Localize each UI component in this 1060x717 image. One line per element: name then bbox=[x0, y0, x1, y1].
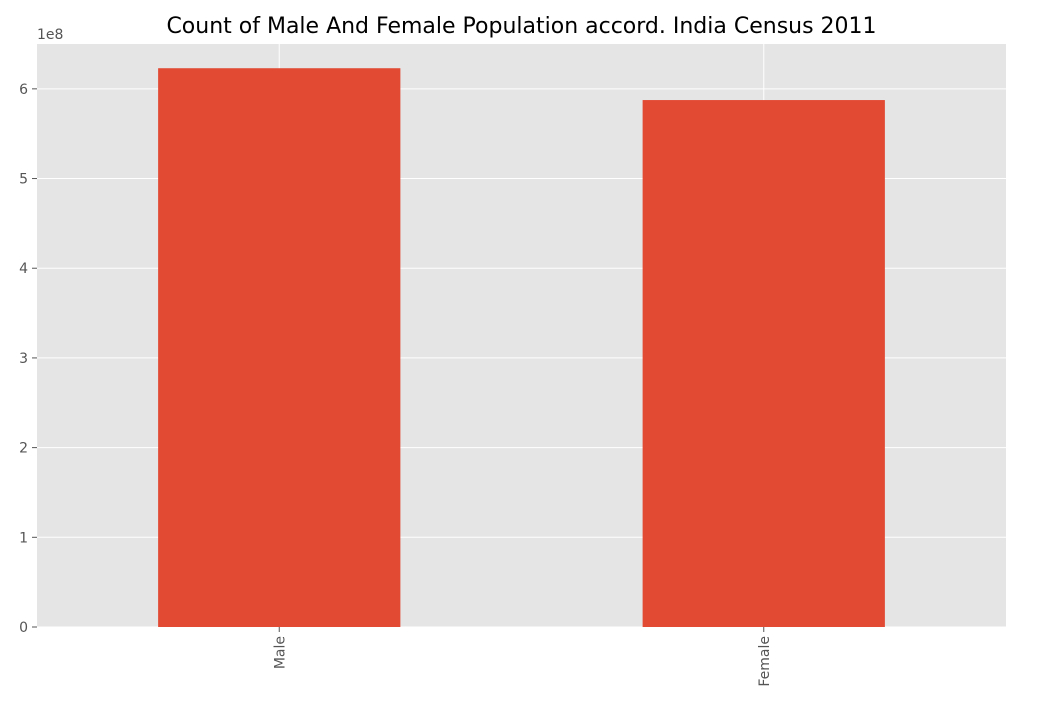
y-tick-label: 2 bbox=[19, 441, 28, 457]
x-tick-label: Male bbox=[272, 636, 288, 669]
y-tick-label: 0 bbox=[19, 620, 28, 636]
chart-title: Count of Male And Female Population acco… bbox=[166, 14, 877, 39]
y-tick-label: 1 bbox=[19, 530, 28, 546]
y-tick-label: 3 bbox=[19, 351, 28, 367]
x-tick-label: Female bbox=[757, 636, 773, 687]
y-tick-label: 5 bbox=[19, 172, 28, 188]
y-tick-label: 6 bbox=[19, 82, 28, 98]
y-tick-label: 4 bbox=[19, 261, 28, 277]
y-offset-label: 1e8 bbox=[37, 27, 63, 43]
bar-female bbox=[642, 100, 885, 628]
bar-male bbox=[158, 68, 401, 628]
